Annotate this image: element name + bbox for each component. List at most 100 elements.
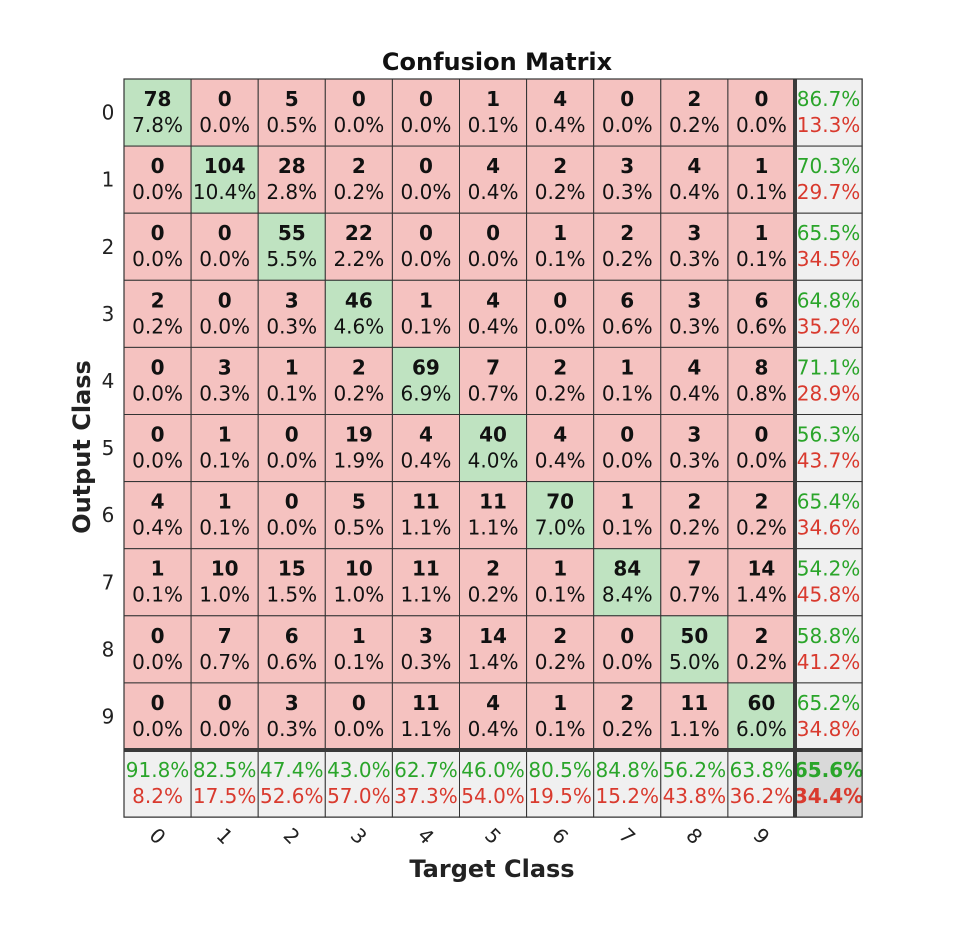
cell-background (526, 346, 595, 415)
col-summary-cell: 46.0%54.0% (459, 749, 528, 818)
matrix-border (123, 78, 863, 818)
cell-background (324, 548, 393, 617)
cell-count: 2 (486, 557, 500, 581)
matrix-cell: 10.1% (190, 481, 259, 550)
cell-background (123, 481, 192, 550)
cell-count: 2 (687, 490, 701, 514)
cell-percent: 0.0% (266, 516, 317, 540)
cell-background (526, 615, 595, 684)
cell-count: 69 (412, 355, 440, 379)
cell-background (660, 615, 729, 684)
col-recall: 62.7% (394, 758, 458, 782)
cell-percent: 0.0% (468, 247, 519, 271)
cell-background (324, 78, 393, 147)
cell-count: 3 (687, 288, 701, 312)
cell-count: 0 (218, 288, 232, 312)
cell-percent: 0.1% (602, 381, 653, 405)
matrix-cell: 00.0% (324, 78, 393, 147)
cell-background (727, 78, 796, 147)
matrix-cell: 30.3% (257, 682, 326, 751)
cell-background (257, 212, 326, 281)
cell-count: 1 (486, 87, 500, 111)
matrix-cell: 00.0% (190, 279, 259, 348)
cell-percent: 0.0% (132, 650, 183, 674)
matrix-cell: 00.0% (727, 78, 796, 147)
row-precision: 64.8% (797, 288, 861, 312)
row-precision: 65.5% (797, 221, 861, 245)
matrix-cell: 40.4% (123, 481, 192, 550)
matrix-cell: 10.1% (593, 481, 662, 550)
cell-count: 4 (486, 691, 500, 715)
matrix-cell: 30.3% (660, 212, 729, 281)
cell-background (727, 279, 796, 348)
summary-background (794, 682, 863, 751)
y-tick-label: 8 (102, 637, 115, 661)
cell-background (257, 346, 326, 415)
overall-accuracy-cell: 65.6%34.4% (794, 749, 863, 818)
summary-background (257, 749, 326, 818)
cell-percent: 0.4% (401, 449, 452, 473)
cell-count: 0 (218, 691, 232, 715)
row-summary-cell: 64.8%35.2% (794, 279, 863, 348)
cell-count: 70 (546, 490, 574, 514)
cell-percent: 0.8% (736, 381, 787, 405)
cell-percent: 1.4% (468, 650, 519, 674)
cell-count: 0 (151, 691, 165, 715)
cell-background (459, 548, 528, 617)
summary-background (794, 548, 863, 617)
matrix-cell: 20.2% (727, 481, 796, 550)
cell-percent: 0.0% (602, 650, 653, 674)
cell-count: 0 (151, 355, 165, 379)
x-tick-label: 5 (480, 823, 506, 849)
cell-percent: 0.2% (333, 381, 384, 405)
cell-percent: 7.8% (132, 113, 183, 137)
col-summary-cell: 56.2%43.8% (660, 749, 729, 818)
cell-count: 3 (687, 221, 701, 245)
cell-background (459, 279, 528, 348)
matrix-cell: 30.3% (190, 346, 259, 415)
cell-percent: 7.0% (535, 516, 586, 540)
cell-count: 1 (285, 355, 299, 379)
matrix-cell: 141.4% (727, 548, 796, 617)
cell-count: 7 (486, 355, 500, 379)
col-recall: 46.0% (461, 758, 525, 782)
cell-background (190, 548, 259, 617)
row-summary-cell: 56.3%43.7% (794, 414, 863, 483)
row-summary-cell: 54.2%45.8% (794, 548, 863, 617)
cell-background (324, 481, 393, 550)
cell-background (526, 682, 595, 751)
cell-count: 8 (754, 355, 768, 379)
cell-percent: 0.2% (535, 650, 586, 674)
cell-background (459, 682, 528, 751)
cell-percent: 0.2% (333, 180, 384, 204)
cell-count: 2 (352, 355, 366, 379)
cell-background (123, 279, 192, 348)
cell-background (324, 682, 393, 751)
cell-background (391, 615, 460, 684)
cell-percent: 0.1% (468, 113, 519, 137)
col-error: 57.0% (327, 784, 391, 808)
matrix-cell: 20.2% (660, 481, 729, 550)
col-error: 15.2% (595, 784, 659, 808)
col-error: 37.3% (394, 784, 458, 808)
matrix-cell: 505.0% (660, 615, 729, 684)
cell-count: 40 (479, 423, 507, 447)
cell-percent: 0.7% (468, 381, 519, 405)
y-tick-label: 3 (102, 302, 115, 326)
matrix-cell: 50.5% (324, 481, 393, 550)
matrix-cell: 10.1% (526, 548, 595, 617)
row-error: 35.2% (797, 314, 861, 338)
matrix-cell: 40.4% (660, 145, 729, 214)
cell-count: 3 (285, 288, 299, 312)
cell-percent: 0.1% (736, 180, 787, 204)
y-tick-label: 0 (102, 101, 115, 125)
cell-percent: 0.4% (535, 449, 586, 473)
matrix-cell: 00.0% (190, 682, 259, 751)
summary-background (727, 749, 796, 818)
row-error: 34.5% (797, 247, 861, 271)
matrix-cell: 80.8% (727, 346, 796, 415)
matrix-cell: 40.4% (459, 279, 528, 348)
cell-percent: 0.2% (468, 583, 519, 607)
x-tick-label: 9 (748, 823, 774, 849)
cell-percent: 0.4% (669, 381, 720, 405)
